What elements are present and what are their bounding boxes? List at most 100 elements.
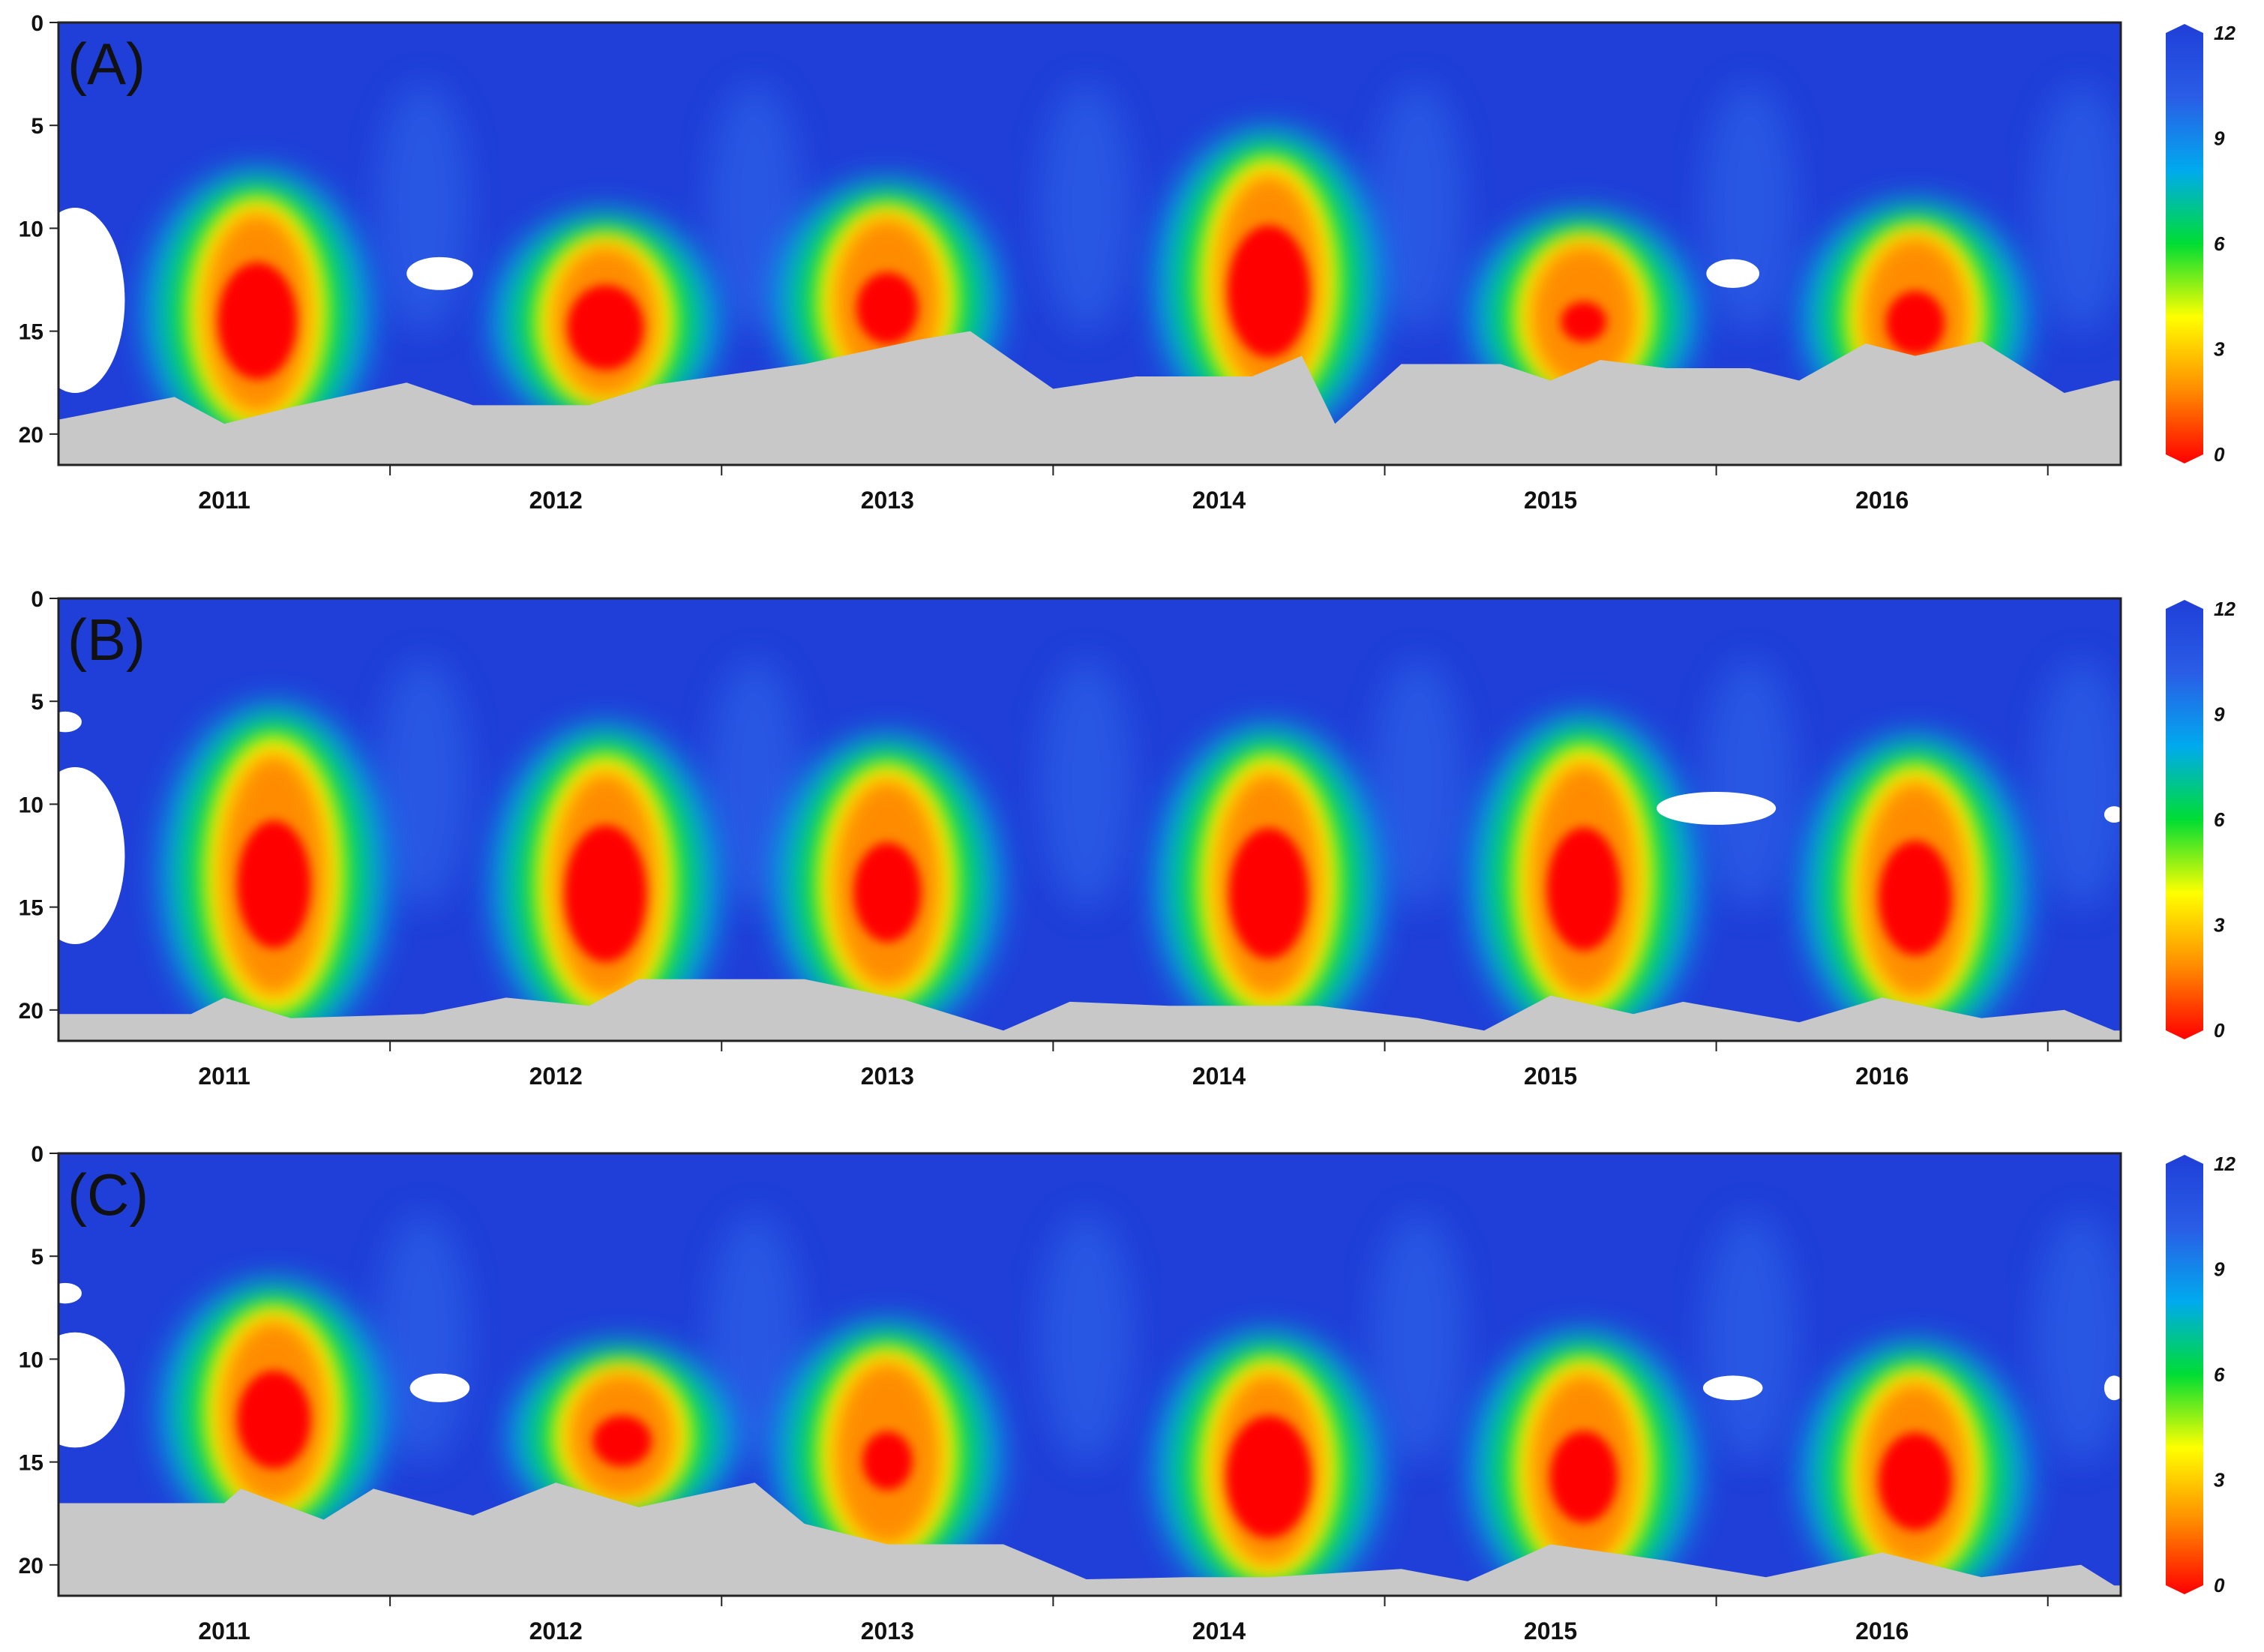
texture-band [1702, 1215, 1796, 1462]
y-tick-label: 20 [19, 1554, 43, 1579]
plot-frame [57, 1152, 2122, 1597]
missing-data-region [409, 1373, 470, 1403]
panel-label: (A) [67, 31, 145, 97]
colorbar-tick-label: 3 [2214, 1469, 2225, 1492]
colorbar-tick-label: 12 [2214, 1153, 2236, 1175]
texture-band [2035, 660, 2121, 907]
colorbar-gradient [2166, 600, 2203, 1039]
heatmap-field [58, 1153, 2121, 1596]
x-tick-label: 2012 [529, 1063, 583, 1090]
x-tick-label: 2016 [1855, 1063, 1909, 1090]
x-tick-label: 2014 [1192, 1063, 1246, 1090]
colorbar-tick-label: 0 [2214, 443, 2225, 466]
texture-band [376, 660, 470, 907]
panel-label: (B) [67, 607, 145, 673]
y-tick-label: 0 [31, 587, 43, 612]
colorbar-tick-label: 3 [2214, 338, 2225, 361]
missing-data-region [58, 767, 125, 944]
x-tick-label: 2014 [1192, 1618, 1246, 1645]
y-tick-label: 15 [19, 1451, 43, 1476]
low-value-event [775, 1323, 1000, 1585]
colorbar-tick-label: 6 [2214, 232, 2225, 255]
texture-band [708, 84, 802, 331]
low-value-event [493, 214, 718, 430]
texture-band [708, 1215, 802, 1462]
plot-frame [57, 21, 2122, 466]
y-tick-label: 5 [31, 1245, 43, 1270]
x-tick-label: 2011 [198, 1063, 250, 1090]
texture-band [1371, 84, 1465, 331]
missing-data-region [58, 1332, 125, 1448]
y-tick-label: 10 [19, 793, 43, 817]
low-value-event [1156, 726, 1381, 1041]
x-tick-label: 2013 [861, 487, 914, 514]
plot-frame [57, 597, 2122, 1042]
low-value-event [161, 1282, 387, 1543]
heatmap-panel-b: 0 5 10 15 20 2011 2012 2013 2014 2015 2016 (B) 12 9 6 3… [19, 587, 2236, 1090]
heatmap-field [58, 598, 2121, 1041]
texture-band [1039, 660, 1133, 907]
texture-band [708, 660, 802, 907]
colorbar-gradient [2166, 24, 2203, 463]
x-tick-label: 2012 [529, 1618, 583, 1645]
heatmap-panel-c: 0 5 10 15 20 2011 2012 2013 2014 2015 2016 (C) 12 9 6 3… [19, 1142, 2236, 1645]
texture-band [1702, 660, 1796, 907]
y-tick-label: 0 [31, 11, 43, 36]
missing-data-region [1657, 791, 1777, 825]
y-tick-label: 5 [31, 690, 43, 715]
y-tick-label: 20 [19, 999, 43, 1024]
missing-data-region [406, 256, 473, 290]
low-value-event [1156, 130, 1381, 436]
x-tick-label: 2016 [1855, 487, 1909, 514]
colorbar-tick-label: 0 [2214, 1019, 2225, 1042]
x-tick-label: 2015 [1524, 1618, 1577, 1645]
missing-data-region [2104, 1375, 2121, 1401]
colorbar-tick-label: 0 [2214, 1574, 2225, 1597]
x-tick-label: 2011 [198, 1618, 250, 1645]
y-tick-label: 20 [19, 423, 43, 448]
texture-band [1039, 1215, 1133, 1462]
y-tick-label: 15 [19, 896, 43, 921]
missing-data-region [58, 1282, 82, 1304]
texture-band [376, 1215, 470, 1462]
heatmap-field [58, 22, 2121, 465]
texture-band [2035, 1215, 2121, 1462]
low-value-event [1802, 736, 2028, 1041]
texture-band [2035, 84, 2121, 331]
low-value-event [1802, 1344, 2028, 1596]
colorbar-tick-label: 9 [2214, 127, 2225, 150]
low-value-event [145, 171, 370, 455]
colorbar-tick-label: 9 [2214, 703, 2225, 726]
x-tick-label: 2013 [861, 1618, 914, 1645]
missing-data-region [58, 711, 82, 733]
missing-data-region [58, 208, 125, 393]
low-value-event [1471, 1333, 1696, 1596]
colorbar: 12 9 6 3 0 [2166, 22, 2236, 466]
low-value-event [509, 1345, 735, 1527]
low-value-event [1156, 1333, 1381, 1596]
bottom-mask [58, 331, 2121, 465]
colorbar-tick-label: 12 [2214, 22, 2236, 44]
texture-band [1702, 84, 1796, 331]
colorbar-gradient [2166, 1155, 2203, 1594]
low-value-event [493, 726, 718, 1041]
missing-data-region [1706, 259, 1760, 289]
x-tick-label: 2015 [1524, 487, 1577, 514]
colorbar-tick-label: 9 [2214, 1258, 2225, 1281]
y-tick-label: 10 [19, 217, 43, 241]
x-tick-label: 2015 [1524, 1063, 1577, 1090]
y-tick-label: 15 [19, 320, 43, 345]
texture-band [1371, 660, 1465, 907]
texture-band [1371, 1215, 1465, 1462]
bottom-mask [58, 1483, 2121, 1596]
bottom-mask [58, 979, 2121, 1041]
x-tick-label: 2014 [1192, 487, 1246, 514]
missing-data-region [1702, 1375, 1763, 1401]
y-tick-label: 10 [19, 1348, 43, 1372]
y-tick-label: 5 [31, 114, 43, 139]
x-tick-label: 2012 [529, 487, 583, 514]
low-value-event [1471, 715, 1696, 1041]
missing-data-region [2104, 806, 2121, 823]
